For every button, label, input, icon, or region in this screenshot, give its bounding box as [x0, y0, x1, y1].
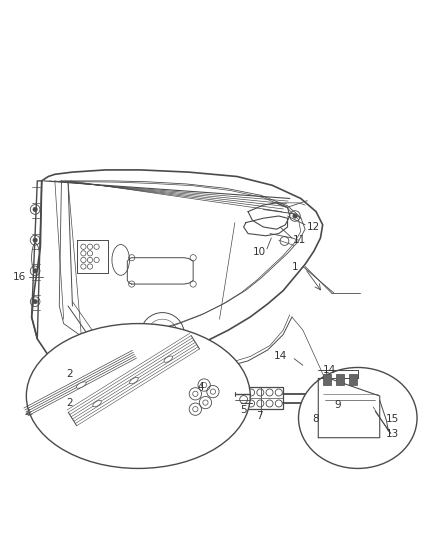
Text: 7: 7: [256, 411, 263, 421]
Circle shape: [33, 269, 37, 273]
Text: 12: 12: [306, 222, 319, 232]
Text: 2: 2: [66, 398, 72, 408]
Ellipse shape: [298, 367, 416, 469]
Bar: [335, 374, 343, 385]
Text: 2: 2: [66, 369, 72, 379]
Circle shape: [292, 214, 297, 218]
Text: 11: 11: [293, 235, 306, 245]
Circle shape: [33, 238, 37, 243]
Text: 1: 1: [291, 262, 298, 271]
Text: 9: 9: [334, 400, 340, 410]
Ellipse shape: [92, 400, 101, 407]
Circle shape: [33, 207, 37, 212]
Bar: [322, 374, 330, 385]
Circle shape: [309, 397, 320, 408]
Text: 8: 8: [311, 414, 318, 424]
Text: 5: 5: [240, 405, 247, 415]
Text: 13: 13: [385, 429, 398, 439]
Text: 16: 16: [13, 272, 26, 282]
Ellipse shape: [26, 324, 250, 469]
Ellipse shape: [129, 377, 138, 384]
Bar: [348, 374, 356, 385]
Text: 15: 15: [385, 414, 398, 424]
Text: 10: 10: [252, 247, 265, 257]
Text: 4: 4: [197, 382, 204, 392]
Circle shape: [33, 300, 37, 304]
Text: 14: 14: [322, 365, 335, 375]
Text: 14: 14: [274, 351, 287, 361]
Circle shape: [309, 389, 320, 399]
Ellipse shape: [76, 382, 86, 388]
Ellipse shape: [164, 356, 172, 362]
